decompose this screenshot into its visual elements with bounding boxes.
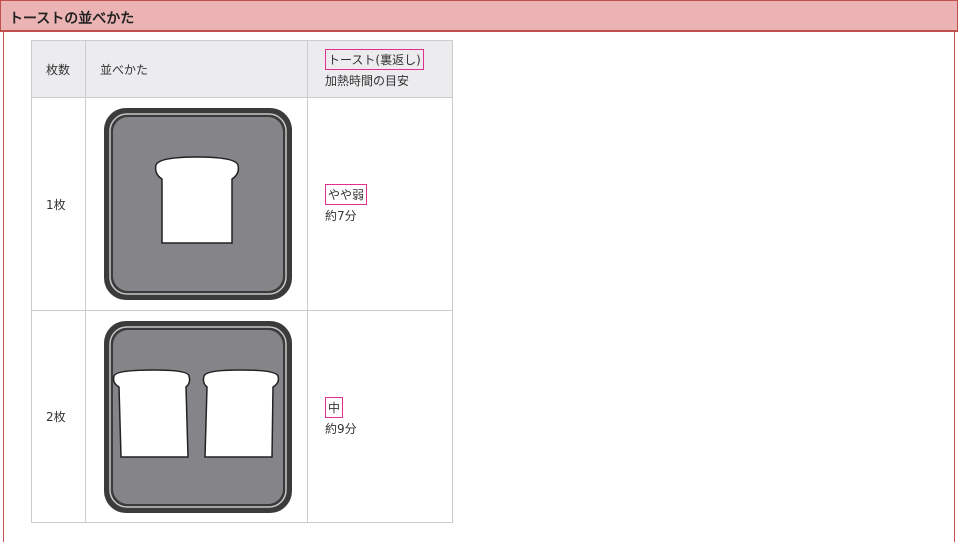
header-time: 加熱時間の目安 xyxy=(325,74,410,88)
header-cell: トースト(裏返し) 加熱時間の目安 xyxy=(307,40,453,98)
layout-cell xyxy=(85,97,308,311)
header-count: 枚数 xyxy=(46,62,71,77)
tray-one-slice xyxy=(104,108,292,300)
setting-highlight: やや弱 xyxy=(325,184,368,205)
count-cell: 1枚 xyxy=(31,97,86,311)
time: 約7分 xyxy=(325,209,357,223)
table-row: 1枚 やや弱 約7分 xyxy=(31,97,453,311)
setting-highlight: トースト(裏返し) xyxy=(325,49,424,70)
tray-two-slices xyxy=(104,320,292,513)
table-row: 2枚 中 約9分 xyxy=(31,310,453,523)
count: 1枚 xyxy=(46,197,66,212)
header-cell: 枚数 xyxy=(31,40,86,98)
setting-cell: 中 約9分 xyxy=(307,310,453,523)
header-cell: 並べかた xyxy=(85,40,308,98)
count: 2枚 xyxy=(46,410,66,424)
section-body xyxy=(3,32,955,542)
toast-table: 枚数 並べかた トースト(裏返し) 加熱時間の目安 1枚 やや弱 約7分 xyxy=(31,40,453,523)
section-title: トーストの並べかた xyxy=(9,11,135,27)
count-cell: 2枚 xyxy=(31,310,86,523)
setting-highlight: 中 xyxy=(325,396,344,418)
time: 約9分 xyxy=(325,421,357,436)
setting-cell: やや弱 約7分 xyxy=(307,97,453,311)
header-layout: 並べかた xyxy=(100,62,149,77)
table-header-row: 枚数 並べかた トースト(裏返し) 加熱時間の目安 xyxy=(31,40,453,98)
section-header: トーストの並べかた xyxy=(0,0,958,32)
layout-cell xyxy=(85,310,308,523)
